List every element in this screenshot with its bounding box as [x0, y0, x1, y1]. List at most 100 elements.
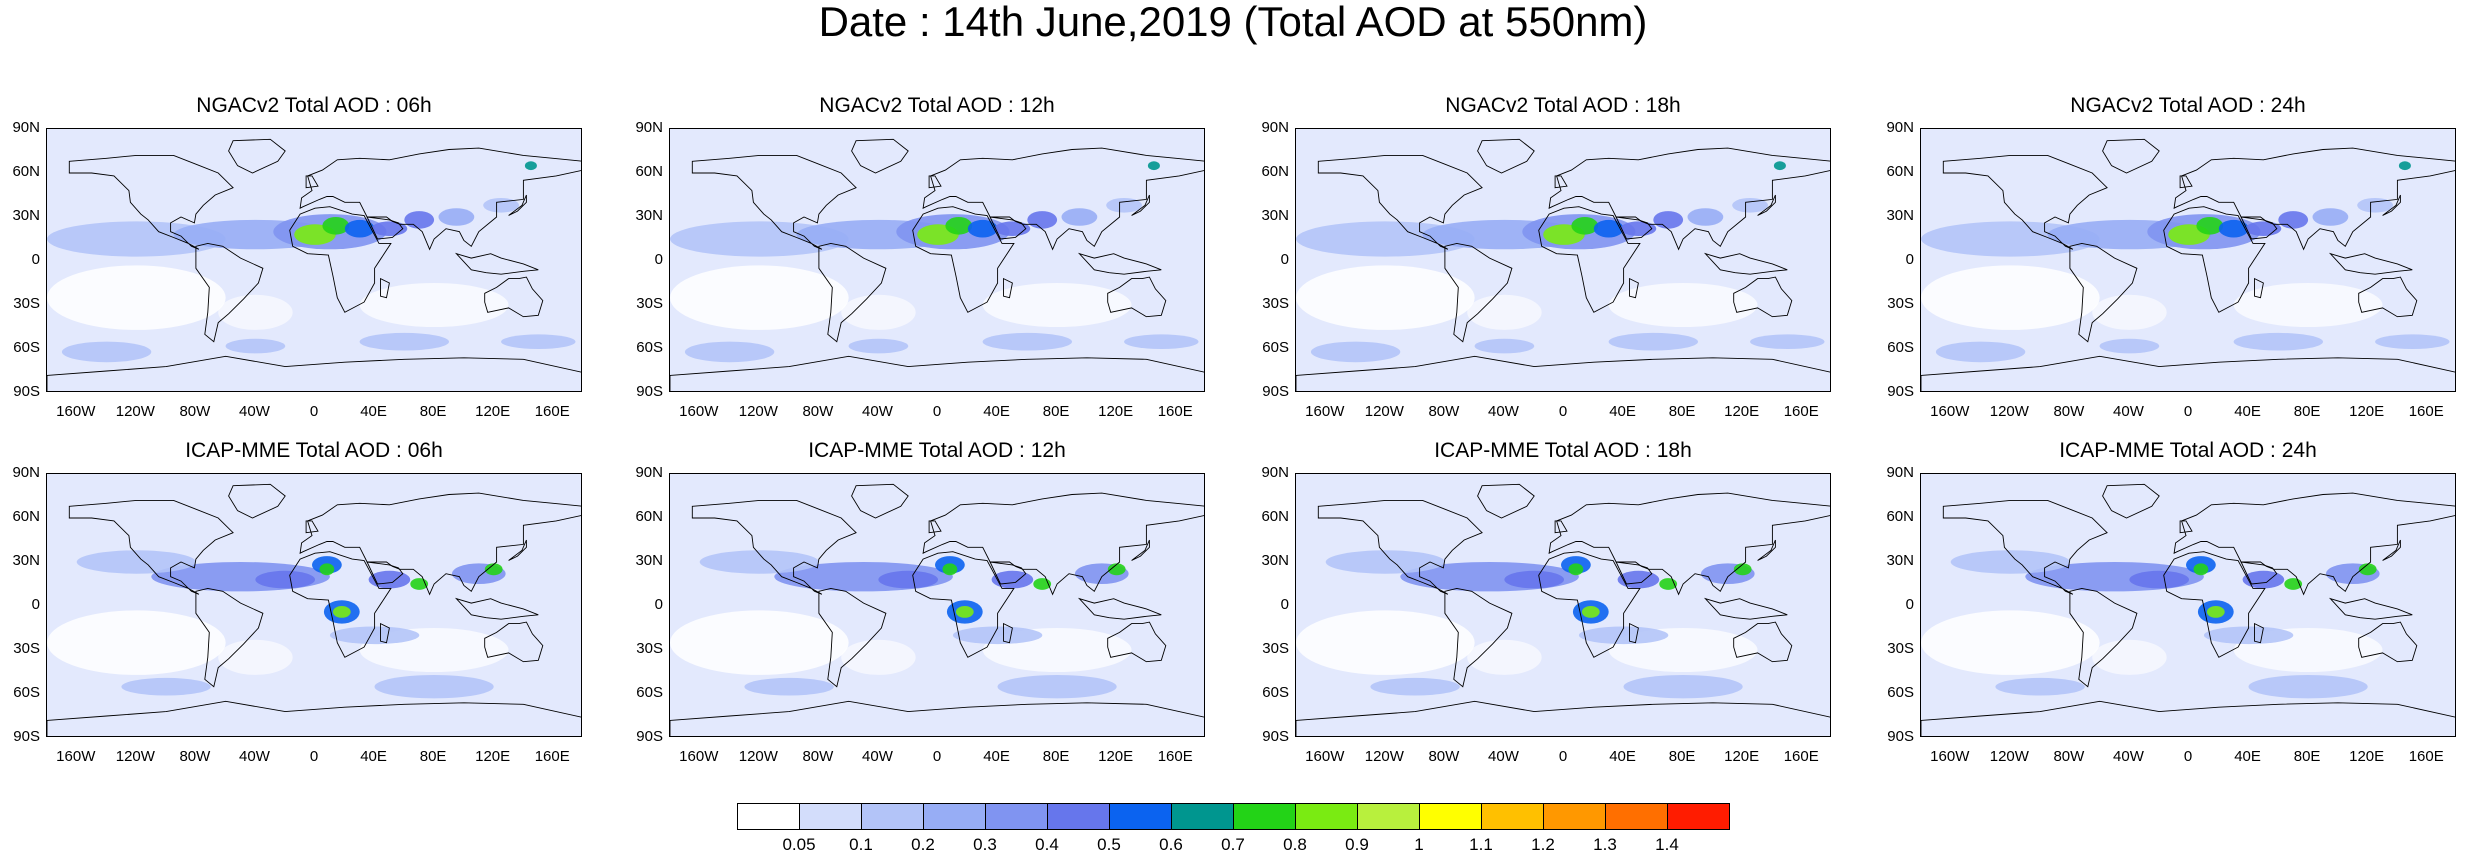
low-aod-region	[670, 610, 849, 675]
longitude-label: 160W	[679, 748, 719, 765]
coastline-antarctica	[47, 700, 581, 736]
colorbar-label: 0.05	[782, 835, 816, 854]
low-aod-region	[359, 283, 509, 327]
latitude-label: 60S	[1262, 339, 1289, 356]
coastline-south-america	[1444, 242, 1513, 343]
aerosol-plume	[1773, 161, 1786, 171]
aerosol-plume	[371, 221, 408, 236]
coastline-japan	[508, 539, 527, 561]
longitude-label: 40E	[1609, 403, 1636, 420]
longitude-label: 120E	[1098, 748, 1134, 765]
coastline-africa	[289, 551, 392, 658]
coastline-japan	[508, 194, 527, 216]
coastline-madagascar	[380, 622, 390, 644]
coastline-madagascar	[1629, 622, 1639, 644]
aerosol-plume	[2203, 626, 2294, 645]
coastline-eurasia	[2173, 492, 2455, 596]
coastline-arabia	[989, 216, 1027, 240]
aerosol-plume	[967, 219, 998, 238]
panel-title: ICAP-MME Total AOD : 18h	[1434, 439, 1692, 462]
longitude-label: 80E	[2293, 403, 2321, 420]
colorbar-swatch	[1233, 803, 1296, 830]
aerosol-plume	[1504, 570, 1564, 589]
latitude-label: 90S	[636, 383, 663, 400]
latitude-label: 60N	[1261, 163, 1289, 180]
aerosol-plume	[1935, 341, 2026, 363]
latitude-label: 90N	[1261, 119, 1289, 136]
latitude-label: 60N	[635, 163, 663, 180]
longitude-label: 80W	[802, 403, 834, 420]
longitude-label: 80W	[1428, 403, 1460, 420]
aerosol-plume	[2278, 211, 2309, 229]
longitude-label: 80E	[1668, 403, 1696, 420]
coastline-indonesia	[1077, 252, 1162, 275]
low-aod-region	[670, 265, 849, 330]
colorbar-label: 0.7	[1221, 835, 1245, 854]
colorbar-label: 1.2	[1531, 835, 1555, 854]
coastline-north-america	[1942, 154, 2108, 250]
coastline-eurasia	[1548, 492, 1830, 596]
aerosol-plume	[2218, 219, 2249, 238]
latitude-label: 90S	[13, 728, 40, 745]
latitude-label: 90N	[1886, 464, 1914, 481]
colorbar-swatch	[1667, 803, 1730, 830]
coastline-antarctica	[670, 355, 1204, 391]
longitude-label: 80W	[179, 403, 211, 420]
longitude-label: 40W	[1488, 748, 1519, 765]
coastline-south-america	[2069, 242, 2138, 343]
coastline-arabia	[1615, 561, 1653, 585]
coastline-greenland	[2102, 138, 2160, 174]
aerosol-plume	[2357, 198, 2393, 213]
coastline-australia	[2358, 621, 2418, 663]
aod-map	[1920, 128, 2456, 392]
latitude-label: 60N	[1886, 163, 1914, 180]
colorbar-label: 1	[1414, 835, 1424, 854]
colorbar-swatch	[1419, 803, 1482, 830]
aerosol-plume	[483, 198, 519, 213]
latitude-label: 30S	[636, 295, 663, 312]
colorbar-swatch	[1295, 803, 1358, 830]
colorbar-label: 0.5	[1097, 835, 1121, 854]
longitude-label: 160W	[679, 403, 719, 420]
latitude-label: 30S	[1887, 295, 1914, 312]
panel-title: NGACv2 Total AOD : 24h	[2070, 94, 2306, 117]
aerosol-plume	[438, 208, 475, 226]
longitude-label: 40W	[862, 403, 893, 420]
aerosol-plume	[2398, 161, 2411, 171]
low-aod-region	[2092, 294, 2167, 330]
aerosol-plume	[1750, 334, 1825, 349]
aod-map	[1295, 473, 1831, 737]
longitude-label: 40E	[1609, 748, 1636, 765]
coastline-indonesia	[454, 597, 539, 620]
latitude-label: 30N	[12, 207, 40, 224]
coastline-japan	[1757, 194, 1776, 216]
aerosol-plume	[1325, 550, 1445, 574]
latitude-label: 0	[654, 596, 663, 613]
aerosol-plume	[991, 570, 1034, 589]
longitude-label: 0	[309, 748, 319, 765]
aerosol-plume	[1106, 198, 1142, 213]
coastline-uk	[305, 175, 319, 189]
coastline-north-america	[691, 154, 857, 250]
latitude-label: 90S	[636, 728, 663, 745]
coastline-south-america	[818, 242, 887, 343]
longitude-label: 120E	[1724, 403, 1760, 420]
colorbar-swatch	[799, 803, 862, 830]
colorbar-label: 0.9	[1345, 835, 1369, 854]
longitude-label: 120W	[115, 403, 155, 420]
longitude-label: 0	[309, 403, 319, 420]
aerosol-plume	[982, 332, 1072, 351]
aerosol-plume	[2129, 570, 2189, 589]
longitude-label: 160W	[56, 748, 96, 765]
latitude-label: 60S	[636, 684, 663, 701]
latitude-label: 90N	[1886, 119, 1914, 136]
coastline-south-america	[1444, 587, 1513, 688]
aerosol-plume	[255, 570, 315, 589]
longitude-label: 0	[1558, 748, 1568, 765]
low-aod-region	[982, 283, 1132, 327]
coastline-madagascar	[1629, 277, 1639, 299]
longitude-label: 160E	[2408, 748, 2444, 765]
coastline-indonesia	[1703, 252, 1788, 275]
aerosol-plume	[1617, 570, 1660, 589]
latitude-label: 60S	[1887, 339, 1914, 356]
